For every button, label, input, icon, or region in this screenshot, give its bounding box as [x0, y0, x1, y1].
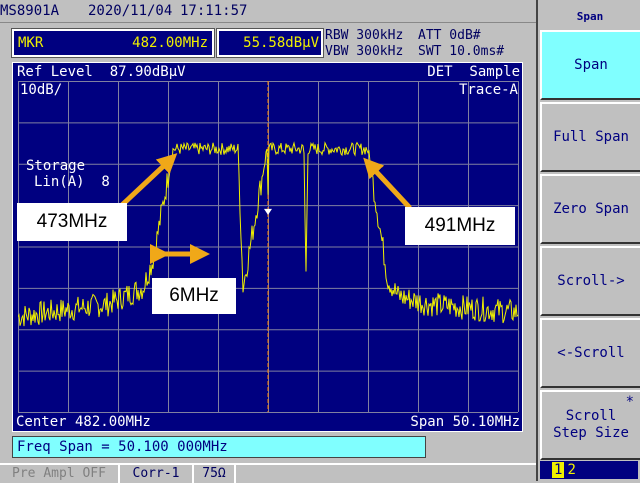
note-right-edge: 491MHz: [405, 207, 515, 245]
marker-freq: 482.00MHz: [132, 35, 208, 51]
model: MS8901A: [0, 3, 60, 19]
entry-field[interactable]: Freq Span = 50.100 000MHz: [12, 436, 426, 458]
zero-span-button[interactable]: Zero Span: [540, 174, 640, 244]
full-span-button[interactable]: Full Span: [540, 102, 640, 172]
softkey-title: Span: [576, 10, 604, 23]
page-1[interactable]: 1: [552, 462, 565, 478]
storage: Storage: [26, 158, 86, 174]
marker-level: 55.58dBµV: [216, 28, 324, 58]
page-2[interactable]: 2: [567, 462, 576, 478]
detector: DET Sample: [427, 64, 520, 80]
status-bar: Pre Ampl OFF Corr-1 75Ω: [0, 463, 536, 483]
span-freq: Span 50.10MHz: [410, 414, 520, 430]
center-freq: Center 482.00MHz: [16, 414, 151, 430]
scroll-left-button[interactable]: <-Scroll: [540, 318, 640, 388]
preamp-status: Pre Ampl OFF: [0, 465, 120, 483]
trace-label: Trace-A: [458, 82, 518, 98]
title-bar: MS8901A 2020/11/04 17:11:57: [0, 0, 536, 23]
span-button[interactable]: Span: [540, 30, 640, 100]
annotation-arrows: [120, 153, 412, 264]
rbw: RBW 300kHz: [325, 28, 404, 43]
spectrum-screen: Ref Level 87.90dBµV DET Sample 10dB/ Tra…: [12, 62, 523, 432]
softkey-panel: Span Span Full Span Zero Span Scroll-> <…: [536, 0, 640, 481]
note-left-edge: 473MHz: [17, 203, 127, 241]
impedance-status: 75Ω: [194, 465, 236, 483]
arrow-right-edge: [363, 157, 412, 210]
scale: 10dB/: [20, 82, 63, 98]
vbw: VBW 300kHz: [325, 44, 404, 59]
scroll-right-button[interactable]: Scroll->: [540, 246, 640, 316]
marker-label: MKR: [18, 35, 44, 51]
time: 17:11:57: [180, 3, 248, 19]
spectrum-plot: [18, 81, 519, 413]
marker-icon: [264, 208, 272, 215]
scroll-step-label: Scroll Step Size: [553, 408, 629, 441]
storage-mode: Lin(A) 8: [34, 174, 110, 190]
corr-status: Corr-1: [120, 465, 194, 483]
scroll-step-size-button[interactable]: Scroll Step Size *: [540, 390, 640, 460]
swt: SWT 10.0ms#: [418, 44, 505, 59]
note-width: 6MHz: [152, 278, 236, 314]
ref-level: Ref Level 87.90dBµV: [17, 64, 186, 80]
date: 2020/11/04: [88, 3, 173, 19]
att: ATT 0dB#: [418, 28, 481, 43]
trace-line: [18, 141, 519, 327]
marker-freq-box: MKR 482.00MHz: [11, 28, 215, 58]
step-mark: *: [625, 394, 634, 410]
arrow-left-edge: [120, 153, 178, 207]
